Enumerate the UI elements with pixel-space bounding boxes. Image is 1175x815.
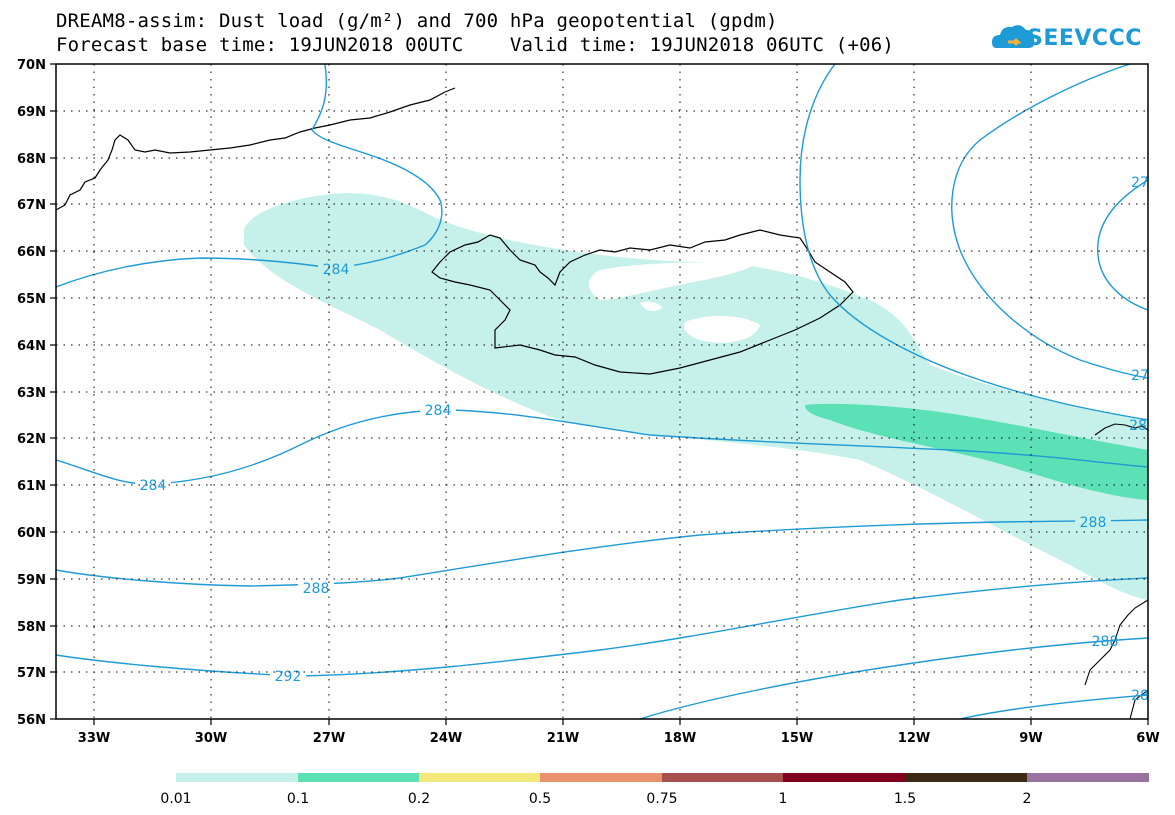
lat-label: 63N [17, 386, 46, 401]
colorbar-segment [1027, 773, 1149, 782]
lat-label: 70N [17, 58, 46, 73]
lon-label: 18W [664, 731, 696, 746]
faroe-coastline [1094, 423, 1148, 436]
lat-label: 57N [17, 666, 46, 681]
lon-label: 24W [430, 731, 462, 746]
contour-label: 292 [275, 669, 302, 685]
iceland-interior-clear [588, 262, 760, 300]
dust-plume-light [244, 193, 1148, 600]
lon-label: 21W [547, 731, 579, 746]
lat-label: 67N [17, 198, 46, 213]
colorbar-segment [419, 773, 540, 782]
contour-label: 27 [1131, 175, 1149, 191]
latitude-labels: 70N 69N 68N 67N 66N 65N 64N 63N 62N 61N … [17, 58, 46, 728]
colorbar: 0.01 0.1 0.2 0.5 0.75 1 1.5 2 [160, 773, 1149, 807]
colorbar-label: 0.01 [160, 791, 191, 807]
colorbar-label: 0.5 [529, 791, 551, 807]
colorbar-label: 1.5 [894, 791, 916, 807]
contour-labels: 284 284 284 288 288 292 288 28 27 27 28 [135, 175, 1149, 704]
lat-label: 69N [17, 105, 46, 120]
lat-label: 68N [17, 152, 46, 167]
colorbar-label: 1 [779, 791, 788, 807]
colorbar-segment [298, 773, 419, 782]
iceland-coastline [431, 229, 854, 375]
contour-label: 27 [1131, 368, 1149, 384]
colorbar-segment [540, 773, 662, 782]
lat-label: 66N [17, 245, 46, 260]
axis-ticks [50, 63, 1149, 725]
colorbar-segment [662, 773, 783, 782]
colorbar-label: 0.1 [287, 791, 309, 807]
contour-label: 284 [140, 478, 167, 494]
forecast-time-subtitle: Forecast base time: 19JUN2018 00UTC Vali… [56, 34, 895, 56]
colorbar-segment [176, 773, 298, 782]
lat-label: 56N [17, 713, 46, 728]
colorbar-segment [783, 773, 905, 782]
colorbar-label: 2 [1023, 791, 1032, 807]
lon-label: 30W [195, 731, 227, 746]
seevccc-logo [992, 25, 1035, 48]
colorbar-label: 0.75 [646, 791, 677, 807]
lat-label: 62N [17, 432, 46, 447]
contour-label: 288 [303, 581, 330, 597]
contour-label: 28 [1129, 418, 1147, 434]
colorbar-label: 0.2 [408, 791, 430, 807]
lon-label: 15W [781, 731, 813, 746]
lat-label: 61N [17, 479, 46, 494]
contour-label: 28 [1131, 688, 1149, 704]
lon-label: 9W [1019, 731, 1042, 746]
logo-text: SEEVCCC [1027, 26, 1142, 51]
cloud-icon [992, 25, 1035, 48]
colorbar-segment [905, 773, 1027, 782]
geopotential-contours [56, 64, 1148, 719]
map-title: DREAM8-assim: Dust load (g/m²) and 700 h… [56, 10, 778, 32]
longitude-labels: 33W 30W 27W 24W 21W 18W 15W 12W 9W 6W [78, 731, 1160, 746]
lat-label: 64N [17, 339, 46, 354]
lon-label: 6W [1136, 731, 1159, 746]
contour-label: 288 [1092, 634, 1119, 650]
lon-label: 33W [78, 731, 110, 746]
greenland-coastline [56, 87, 456, 211]
contour-label: 288 [1080, 515, 1107, 531]
contour-label: 284 [323, 262, 350, 278]
contour-label: 284 [425, 403, 452, 419]
lat-label: 59N [17, 573, 46, 588]
lat-label: 60N [17, 526, 46, 541]
lat-label: 65N [17, 292, 46, 307]
lon-label: 27W [313, 731, 345, 746]
lon-label: 12W [898, 731, 930, 746]
lat-label: 58N [17, 620, 46, 635]
